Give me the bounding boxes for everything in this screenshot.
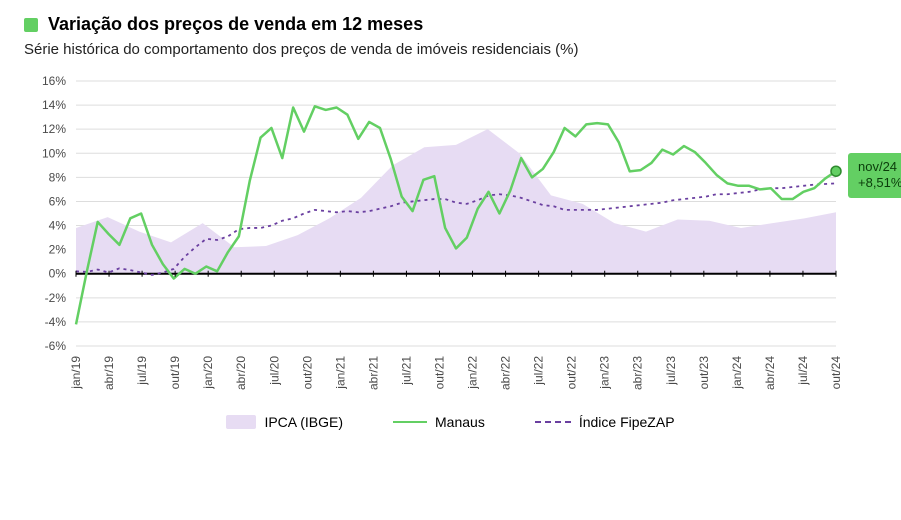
svg-text:jul/19: jul/19 (135, 356, 149, 386)
legend-label: IPCA (IBGE) (264, 414, 343, 430)
legend-swatch-dash-icon (535, 421, 571, 423)
svg-text:12%: 12% (42, 122, 66, 136)
chart-area: -6% -4% -2% 0% 2% 4% 6% 8% 10% 12% 14% 16% jan/19 abr… (24, 76, 877, 406)
svg-text:out/20: out/20 (300, 356, 314, 390)
legend-item-ipca: IPCA (IBGE) (226, 414, 343, 430)
legend-item-manaus: Manaus (393, 414, 485, 430)
svg-text:8%: 8% (49, 170, 67, 184)
svg-text:abr/22: abr/22 (499, 356, 513, 390)
svg-text:jul/24: jul/24 (796, 356, 810, 386)
svg-text:jan/19: jan/19 (69, 356, 83, 390)
svg-text:-6%: -6% (45, 339, 67, 353)
legend-label: Índice FipeZAP (579, 414, 675, 430)
svg-text:jul/22: jul/22 (532, 356, 546, 386)
svg-text:abr/19: abr/19 (102, 356, 116, 390)
title-swatch-icon (24, 18, 38, 32)
svg-text:abr/23: abr/23 (631, 356, 645, 390)
svg-text:jul/23: jul/23 (664, 356, 678, 386)
svg-text:jan/21: jan/21 (333, 356, 347, 390)
svg-text:14%: 14% (42, 98, 66, 112)
legend-swatch-area-icon (226, 415, 256, 429)
svg-text:2%: 2% (49, 243, 67, 257)
svg-text:out/23: out/23 (697, 356, 711, 390)
svg-text:6%: 6% (49, 194, 67, 208)
chart-title: Variação dos preços de venda em 12 meses (48, 14, 423, 35)
svg-text:jan/20: jan/20 (201, 356, 215, 390)
svg-text:jan/24: jan/24 (730, 356, 744, 390)
svg-text:jan/22: jan/22 (466, 356, 480, 390)
title-row: Variação dos preços de venda em 12 meses (24, 14, 877, 35)
svg-text:abr/21: abr/21 (366, 356, 380, 390)
chart-card: Variação dos preços de venda em 12 meses… (0, 0, 901, 520)
end-callout: nov/24+8,51% (848, 153, 901, 198)
svg-text:16%: 16% (42, 76, 66, 88)
svg-text:out/19: out/19 (168, 356, 182, 390)
svg-text:abr/24: abr/24 (763, 356, 777, 390)
svg-text:jul/20: jul/20 (267, 356, 281, 386)
legend: IPCA (IBGE) Manaus Índice FipeZAP (24, 414, 877, 430)
svg-text:0%: 0% (49, 267, 67, 281)
svg-text:-4%: -4% (45, 315, 67, 329)
svg-text:abr/20: abr/20 (234, 356, 248, 390)
svg-text:-2%: -2% (45, 291, 67, 305)
chart-subtitle: Série histórica do comportamento dos pre… (24, 41, 877, 58)
svg-text:jan/23: jan/23 (598, 356, 612, 390)
svg-text:10%: 10% (42, 146, 66, 160)
legend-swatch-line-icon (393, 421, 427, 423)
chart-svg: -6% -4% -2% 0% 2% 4% 6% 8% 10% 12% 14% 16% jan/19 abr… (24, 76, 846, 406)
end-marker-icon (831, 166, 841, 176)
svg-text:out/22: out/22 (565, 356, 579, 390)
legend-item-fipezap: Índice FipeZAP (535, 414, 675, 430)
svg-text:4%: 4% (49, 219, 67, 233)
svg-text:out/21: out/21 (432, 356, 446, 390)
svg-text:jul/21: jul/21 (399, 356, 413, 386)
legend-label: Manaus (435, 414, 485, 430)
svg-text:out/24: out/24 (829, 356, 843, 390)
chart-host: -6% -4% -2% 0% 2% 4% 6% 8% 10% 12% 14% 16% jan/19 abr… (24, 76, 877, 406)
